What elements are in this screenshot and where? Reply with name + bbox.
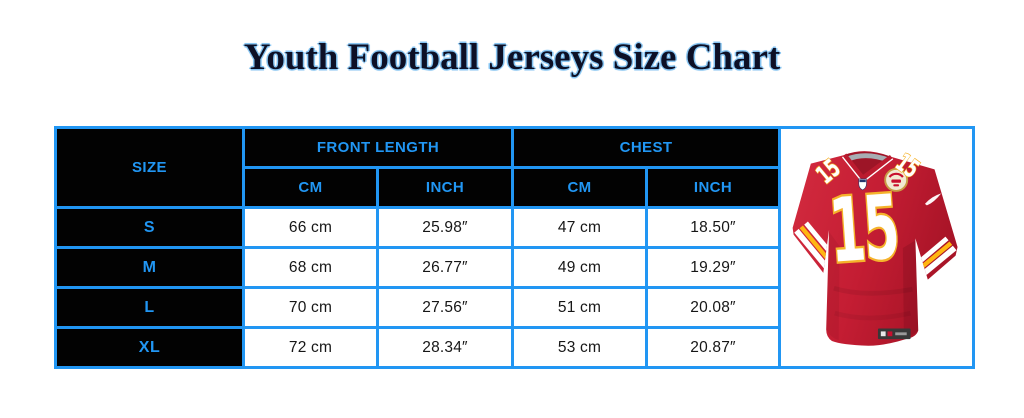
jersey-photo-cell: 15 15 15 bbox=[778, 126, 976, 369]
header-row-units: CM INCH CM INCH bbox=[56, 166, 974, 209]
side-panel-shadow-left bbox=[825, 231, 840, 340]
jersey-body bbox=[792, 150, 958, 346]
collar-band bbox=[842, 153, 893, 181]
size-cell: S bbox=[54, 206, 245, 249]
jersey-number: 15 bbox=[824, 174, 903, 285]
subheader-front-cm: CM bbox=[242, 166, 379, 209]
table-row-xl: XL 72 cm 28.34″ 53 cm 20.87″ bbox=[54, 326, 974, 369]
col-header-front-length: FRONT LENGTH bbox=[241, 126, 515, 169]
subheader-front-inch: INCH bbox=[375, 166, 515, 209]
front-length-inch-cell: 27.56″ bbox=[375, 286, 515, 329]
col-header-chest: CHEST bbox=[511, 126, 782, 169]
collar-inner-tape bbox=[845, 152, 889, 163]
subheader-chest-cm: CM bbox=[511, 166, 649, 209]
chest-cm-cell: 51 cm bbox=[511, 286, 649, 329]
size-chart-table: SIZE FRONT LENGTH CHEST bbox=[54, 126, 976, 369]
chest-inch-cell: 19.29″ bbox=[645, 246, 782, 289]
size-cell: L bbox=[54, 286, 245, 329]
front-length-cm-cell: 72 cm bbox=[242, 326, 379, 369]
chest-inch-cell: 20.87″ bbox=[645, 326, 782, 369]
jock-tag bbox=[877, 328, 911, 339]
chest-inch-cell: 18.50″ bbox=[645, 206, 782, 249]
chest-cm-cell: 49 cm bbox=[511, 246, 649, 289]
front-length-cm-cell: 66 cm bbox=[242, 206, 379, 249]
table-row-l: L 70 cm 27.56″ 51 cm 20.08″ bbox=[54, 286, 974, 329]
front-length-cm-cell: 70 cm bbox=[242, 286, 379, 329]
fold-shadow bbox=[832, 285, 913, 296]
header-row-groups: SIZE FRONT LENGTH CHEST bbox=[54, 126, 976, 369]
col-header-size: SIZE bbox=[54, 126, 245, 209]
svg-text:15: 15 bbox=[826, 176, 901, 283]
nfl-shield-icon bbox=[858, 178, 867, 190]
chest-cm-cell: 53 cm bbox=[511, 326, 649, 369]
front-length-cm-cell: 68 cm bbox=[242, 246, 379, 289]
page-title: Youth Football Jerseys Size Chart bbox=[243, 37, 781, 78]
size-cell: M bbox=[54, 246, 245, 289]
size-cell: XL bbox=[54, 326, 245, 369]
fold-shadow bbox=[833, 310, 911, 320]
team-patch-icon bbox=[883, 167, 908, 192]
chest-inch-cell: 20.08″ bbox=[645, 286, 782, 329]
table-row-s: S 66 cm 25.98″ 47 cm 18.50″ bbox=[54, 206, 974, 249]
front-length-inch-cell: 28.34″ bbox=[375, 326, 515, 369]
jersey-image: 15 15 15 bbox=[792, 147, 958, 346]
table-row-m: M 68 cm 26.77″ 49 cm 19.29″ bbox=[54, 246, 974, 289]
subheader-chest-inch: INCH bbox=[645, 166, 782, 209]
nike-swoosh-icon bbox=[924, 192, 941, 205]
chest-cm-cell: 47 cm bbox=[511, 206, 649, 249]
front-length-inch-cell: 25.98″ bbox=[375, 206, 515, 249]
front-length-inch-cell: 26.77″ bbox=[375, 246, 515, 289]
side-panel-shadow-right bbox=[902, 239, 918, 338]
